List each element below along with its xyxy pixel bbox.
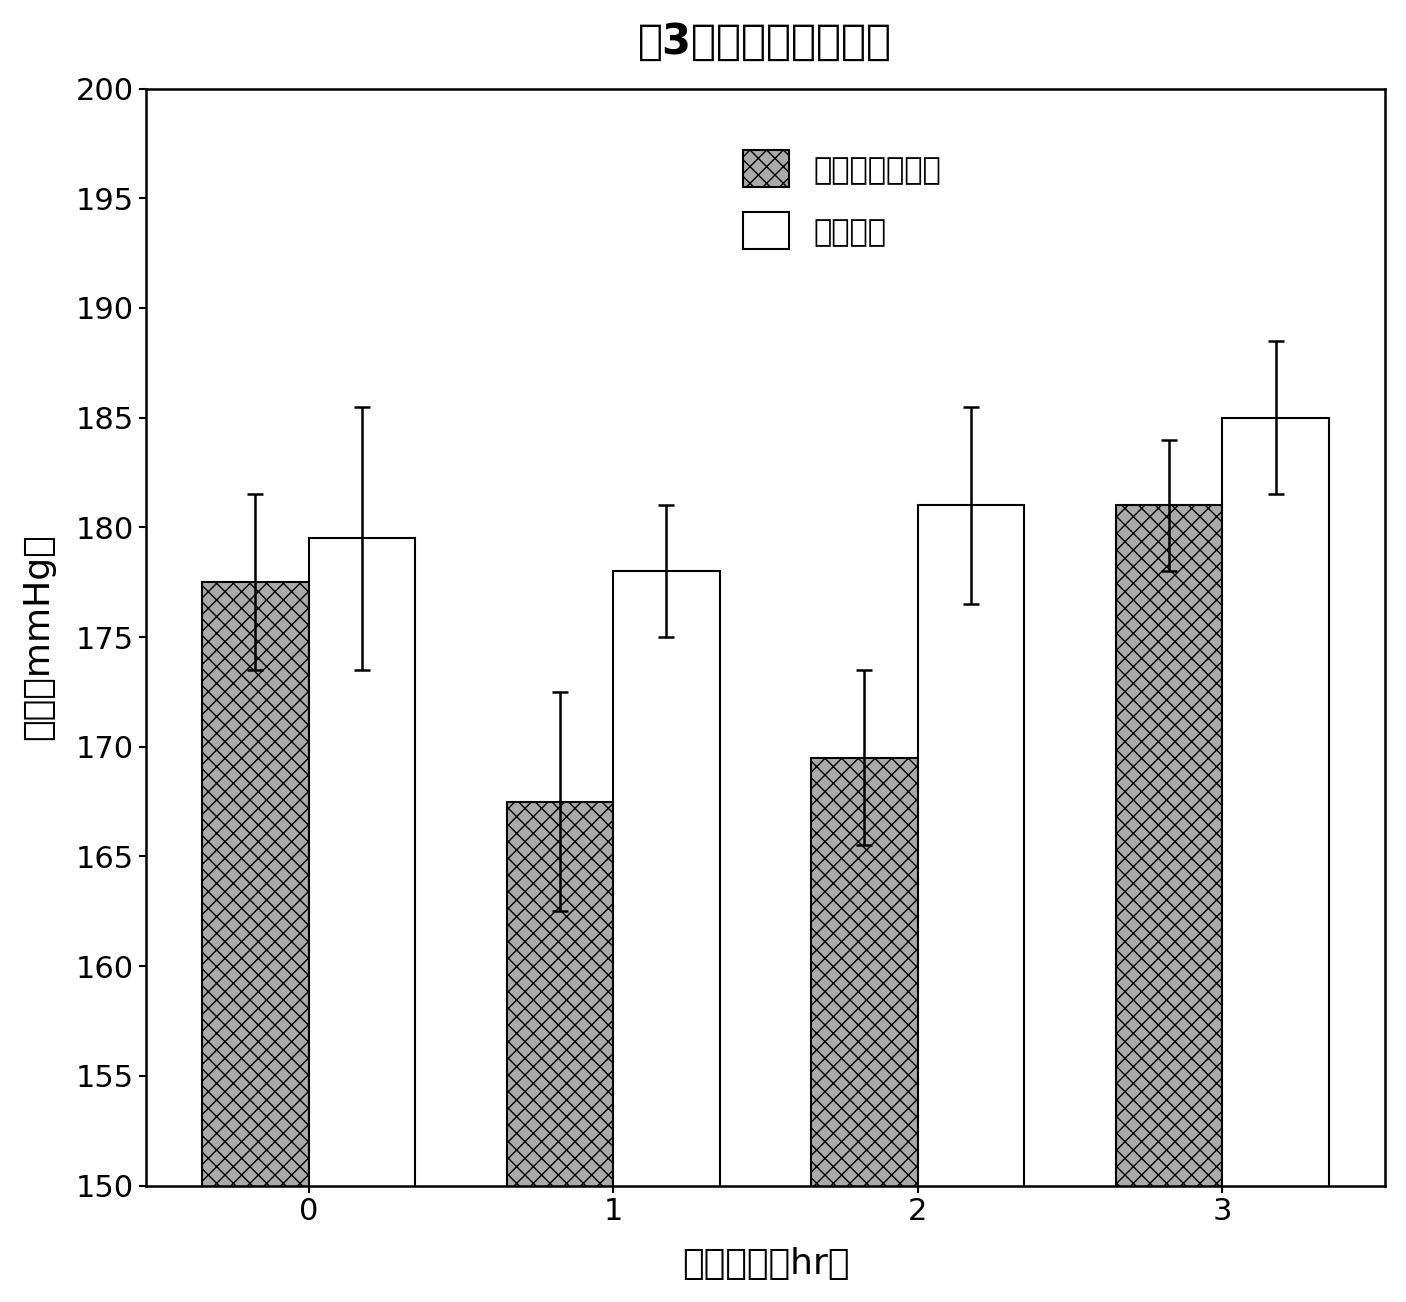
Bar xyxy=(613,572,720,1302)
Y-axis label: 血圧（mmHg）: 血圧（mmHg） xyxy=(21,534,55,741)
Bar xyxy=(1115,505,1222,1302)
Bar xyxy=(506,802,613,1302)
Bar xyxy=(309,538,415,1302)
X-axis label: 経過時間（hr）: 経過時間（hr） xyxy=(682,1247,849,1281)
Title: 図3　血圧の時間変化: 図3 血圧の時間変化 xyxy=(638,21,893,62)
Legend: 鹿角霊芝投与群, 水投与群: 鹿角霊芝投与群, 水投与群 xyxy=(718,126,966,273)
Bar xyxy=(811,758,918,1302)
Bar xyxy=(918,505,1025,1302)
Bar xyxy=(1222,418,1329,1302)
Bar xyxy=(202,582,309,1302)
